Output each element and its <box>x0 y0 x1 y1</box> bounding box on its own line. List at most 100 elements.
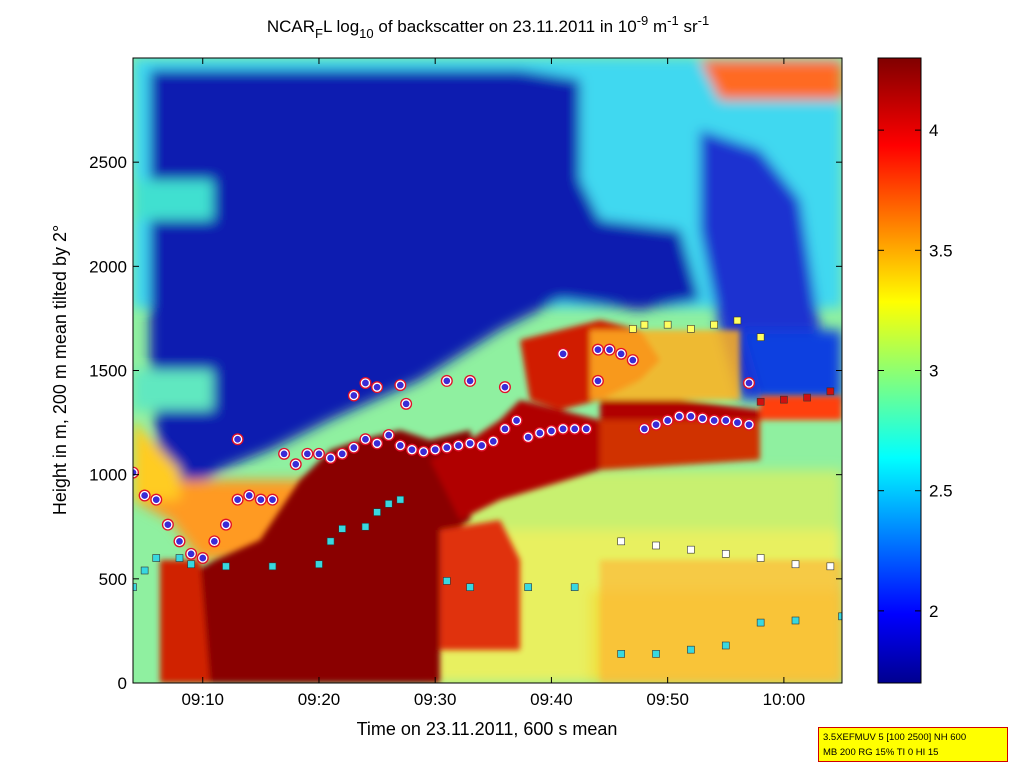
circle-marker <box>523 432 533 442</box>
square-marker <box>373 508 381 516</box>
circle-marker <box>372 438 382 449</box>
circle-marker <box>302 449 312 459</box>
backscatter-heatmap <box>133 58 842 683</box>
colorbar-tick-label: 2 <box>929 602 938 621</box>
circle-marker <box>744 420 754 430</box>
square-marker <box>756 554 765 562</box>
square-marker <box>640 320 649 329</box>
colorbar-tick-label: 3 <box>929 362 938 381</box>
circle-marker <box>139 490 150 501</box>
circle-marker <box>639 424 650 434</box>
circle-marker <box>232 434 243 444</box>
circle-marker <box>325 453 336 463</box>
colorbar-tick-label: 3.5 <box>929 241 953 260</box>
circle-marker <box>174 536 185 546</box>
colorbar-tick-label: 2.5 <box>929 482 953 501</box>
square-marker <box>222 562 230 571</box>
circle-marker <box>395 440 405 451</box>
circle-marker <box>535 428 545 438</box>
x-tick-label: 09:40 <box>530 690 573 709</box>
settings-info-box: 3.5XEFMUV 5 [100 2500] NH 600 MB 200 RG … <box>818 727 1008 762</box>
square-marker <box>791 560 800 569</box>
circle-marker <box>244 490 254 501</box>
x-tick-label: 10:00 <box>763 690 806 709</box>
square-marker <box>175 554 184 562</box>
x-tick-label: 09:20 <box>298 690 341 709</box>
circle-marker <box>418 447 429 457</box>
y-tick-label: 0 <box>118 674 127 693</box>
square-marker <box>710 320 718 329</box>
colorbar-tick-label: 4 <box>929 121 938 140</box>
circle-marker <box>349 442 359 453</box>
square-marker <box>315 560 323 569</box>
circle-marker <box>721 415 731 426</box>
circle-marker <box>453 440 464 451</box>
circle-marker <box>686 411 696 421</box>
square-marker <box>466 583 474 591</box>
circle-marker <box>372 382 382 392</box>
circle-marker <box>407 445 417 455</box>
circle-marker <box>616 349 626 359</box>
square-marker <box>687 545 695 554</box>
circle-marker <box>697 413 708 424</box>
y-tick-label: 500 <box>99 570 127 589</box>
circle-marker <box>558 349 568 359</box>
circle-marker <box>546 426 557 436</box>
square-marker <box>838 612 842 621</box>
circle-marker <box>337 449 347 459</box>
circle-marker <box>511 415 522 426</box>
circle-marker <box>558 424 568 434</box>
y-tick-label: 1500 <box>89 362 127 381</box>
square-marker <box>780 395 788 404</box>
square-marker <box>187 560 195 569</box>
square-marker <box>687 645 695 654</box>
circle-marker <box>709 415 719 426</box>
circle-marker <box>395 380 405 390</box>
square-marker <box>524 583 532 591</box>
circle-marker <box>279 449 289 459</box>
circle-marker <box>442 442 452 453</box>
square-marker <box>133 583 137 591</box>
circle-marker <box>430 445 440 455</box>
square-marker <box>652 541 660 550</box>
square-marker <box>617 537 625 546</box>
circle-marker <box>256 495 266 505</box>
circle-marker <box>267 495 278 505</box>
square-marker <box>721 641 730 650</box>
circle-marker <box>384 430 394 440</box>
circle-marker <box>744 378 754 388</box>
square-marker <box>756 618 765 627</box>
colorbar <box>877 57 922 684</box>
circle-marker <box>401 399 411 409</box>
square-marker <box>443 577 451 585</box>
circle-marker <box>477 440 487 451</box>
x-axis-label: Time on 23.11.2011, 600 s mean <box>357 719 618 739</box>
square-marker <box>756 333 765 341</box>
circle-marker <box>209 536 220 546</box>
circle-marker <box>360 378 371 388</box>
square-marker <box>663 320 672 329</box>
x-tick-label: 09:10 <box>181 690 224 709</box>
circle-marker <box>593 345 603 355</box>
square-marker <box>652 650 660 658</box>
square-marker <box>826 562 835 571</box>
square-marker <box>396 495 405 504</box>
square-marker <box>338 525 347 533</box>
info-line-2: MB 200 RG 15% TI 0 HI 15 <box>823 747 939 758</box>
circle-marker <box>674 411 684 421</box>
square-marker <box>733 316 742 325</box>
square-marker <box>326 537 335 546</box>
square-marker <box>628 325 637 333</box>
circle-marker <box>663 415 673 426</box>
circle-marker <box>500 424 510 434</box>
circle-marker <box>628 355 638 365</box>
square-marker <box>617 650 625 658</box>
circle-marker <box>593 376 603 386</box>
circle-marker <box>465 376 475 386</box>
circle-marker <box>465 438 475 449</box>
square-marker <box>791 616 800 625</box>
info-line-1: 3.5XEFMUV 5 [100 2500] NH 600 <box>823 732 967 743</box>
circle-marker <box>732 417 743 428</box>
circle-marker <box>186 549 196 559</box>
